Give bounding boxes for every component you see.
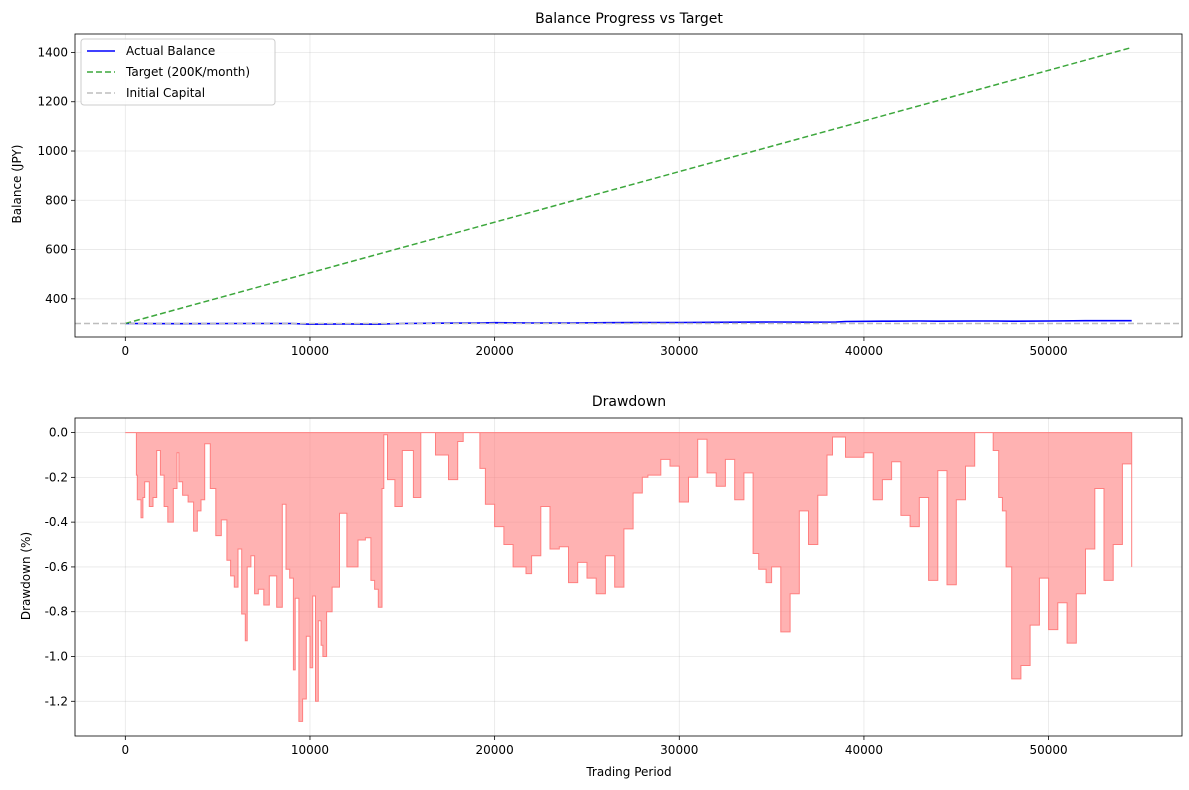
balance-plot-area (75, 46, 1182, 326)
drawdown-x-tick-label: 40000 (845, 743, 883, 757)
drawdown-y-tick-label: -0.2 (45, 470, 68, 484)
drawdown-y-tick-label: -0.6 (45, 560, 68, 574)
balance-x-tick-label: 30000 (660, 344, 698, 358)
balance-y-tick-label: 600 (45, 243, 68, 257)
balance-plot-frame (74, 33, 1183, 338)
legend-label: Initial Capital (126, 86, 205, 100)
balance-x-tick-label: 40000 (845, 344, 883, 358)
drawdown-chart-title: Drawdown (592, 394, 666, 410)
balance-chart-title: Balance Progress vs Target (535, 11, 723, 27)
legend-box (80, 38, 276, 106)
balance-y-axis-label: Balance (JPY) (10, 145, 24, 224)
balance-y-tick-label: 1200 (37, 95, 68, 109)
legend-label: Actual Balance (126, 44, 215, 58)
drawdown-plot-area (125, 432, 1133, 722)
drawdown-y-tick-label: 0.0 (49, 426, 68, 440)
drawdown-y-tick-label: -1.2 (45, 694, 68, 708)
drawdown-x-tick-label: 0 (121, 743, 129, 757)
balance-x-ticks: 0 10000 20000 30000 40000 50000 (121, 337, 1068, 358)
drawdown-x-tick-label: 20000 (476, 743, 514, 757)
legend-label: Target (200K/month) (125, 65, 250, 79)
balance-x-tick-label: 20000 (476, 344, 514, 358)
drawdown-y-tick-label: -1.0 (45, 650, 68, 664)
drawdown-y-ticks: 0.0 -0.2 -0.4 -0.6 -0.8 -1.0 -1.2 (45, 426, 75, 708)
drawdown-chart: Drawdown Trading Period Drawdown (%) 0 10… (19, 394, 1183, 779)
drawdown-x-ticks: 0 10000 20000 30000 40000 50000 (121, 736, 1068, 757)
target-line (125, 46, 1132, 325)
balance-chart: Balance Progress vs Target Balance (JPY)… (10, 11, 1183, 358)
drawdown-x-tick-label: 10000 (291, 743, 329, 757)
drawdown-y-tick-label: -0.8 (45, 605, 68, 619)
drawdown-area (125, 432, 1133, 722)
balance-x-tick-label: 0 (121, 344, 129, 358)
balance-y-tick-label: 400 (45, 292, 68, 306)
balance-x-tick-label: 10000 (291, 344, 329, 358)
drawdown-x-axis-label: Trading Period (585, 765, 671, 779)
balance-legend: Actual Balance Target (200K/month) Initial… (80, 38, 276, 106)
balance-y-tick-label: 800 (45, 193, 68, 207)
balance-y-tick-label: 1000 (37, 144, 68, 158)
balance-y-tick-label: 1400 (37, 45, 68, 59)
drawdown-y-axis-label: Drawdown (%) (19, 532, 33, 620)
balance-y-ticks: 400 600 800 1000 1200 1400 (37, 45, 75, 306)
drawdown-plot-frame (74, 417, 1183, 737)
balance-x-tick-label: 50000 (1029, 344, 1067, 358)
drawdown-x-tick-label: 50000 (1029, 743, 1067, 757)
drawdown-y-tick-label: -0.4 (45, 515, 68, 529)
drawdown-x-tick-label: 30000 (660, 743, 698, 757)
